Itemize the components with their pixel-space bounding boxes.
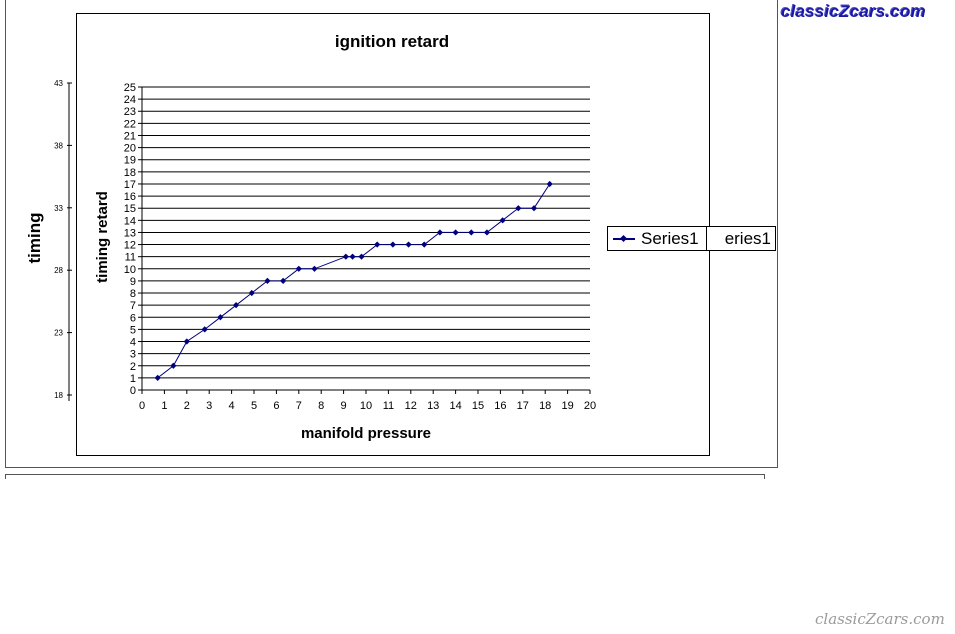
secondary-y-tick-label-43: 43 bbox=[54, 79, 63, 88]
gridlines bbox=[142, 86, 590, 379]
y-tick-label-18: 18 bbox=[124, 167, 136, 179]
series1-point-22 bbox=[499, 217, 506, 224]
secondary-y-tick-label-38: 38 bbox=[54, 141, 63, 150]
watermark-top: classicZcars.com bbox=[781, 2, 926, 21]
y-tick-label-7: 7 bbox=[130, 300, 136, 312]
secondary-y-tick-label-23: 23 bbox=[54, 329, 63, 338]
series1-point-12 bbox=[349, 253, 356, 260]
y-tick-label-11: 11 bbox=[125, 252, 136, 264]
x-tick-label-0: 0 bbox=[139, 400, 145, 412]
series1-point-13 bbox=[358, 253, 365, 260]
secondary-y-tick-label-18: 18 bbox=[54, 391, 63, 400]
x-tick-label-8: 8 bbox=[318, 400, 324, 412]
watermark-bottom: classicZcars.com bbox=[815, 610, 945, 628]
y-tick-label-8: 8 bbox=[130, 288, 136, 300]
y-tick-label-2: 2 bbox=[130, 361, 136, 373]
y-tick-label-25: 25 bbox=[124, 82, 136, 94]
x-tick-label-17: 17 bbox=[517, 400, 529, 412]
series1-point-2 bbox=[183, 338, 190, 345]
y-tick-label-12: 12 bbox=[124, 240, 136, 252]
x-tick-label-11: 11 bbox=[383, 400, 394, 412]
y-tick-label-10: 10 bbox=[124, 264, 136, 276]
legend-series1-marker-icon bbox=[613, 238, 635, 240]
x-tick-label-19: 19 bbox=[561, 400, 573, 412]
x-tick-label-5: 5 bbox=[251, 400, 257, 412]
y-tick-label-9: 9 bbox=[130, 276, 136, 288]
legend-ghost-box: eries1 bbox=[700, 226, 776, 251]
y-tick-label-24: 24 bbox=[124, 94, 136, 106]
x-tick-label-4: 4 bbox=[229, 400, 235, 412]
y-tick-label-6: 6 bbox=[130, 312, 136, 324]
y-tick-label-16: 16 bbox=[124, 191, 136, 203]
x-tick-label-14: 14 bbox=[449, 400, 461, 412]
x-tick-label-10: 10 bbox=[360, 400, 372, 412]
y-tick-label-5: 5 bbox=[130, 324, 136, 336]
series1-point-16 bbox=[405, 241, 412, 248]
y-tick-label-17: 17 bbox=[124, 179, 136, 191]
y-tick-label-19: 19 bbox=[124, 155, 136, 167]
y-tick-label-21: 21 bbox=[124, 130, 136, 142]
secondary-y-tick-labels: 18 23 28 33 38 43 bbox=[54, 79, 72, 401]
x-tick-labels: 0 1 2 3 4 5 6 7 8 9 10 11 12 13 14 15 16 17 18 19 20 bbox=[139, 400, 596, 412]
x-tick-label-6: 6 bbox=[273, 400, 279, 412]
x-tick-label-2: 2 bbox=[184, 400, 190, 412]
y-tick-label-0: 0 bbox=[130, 385, 136, 397]
y-tick-label-15: 15 bbox=[124, 203, 136, 215]
secondary-y-axis-label: timing bbox=[25, 213, 44, 264]
y-tick-label-14: 14 bbox=[124, 215, 136, 227]
series1-point-9 bbox=[295, 265, 302, 272]
y-tick-label-22: 22 bbox=[124, 118, 136, 130]
legend-series1-label: Series1 bbox=[641, 229, 699, 248]
x-tick-label-15: 15 bbox=[472, 400, 484, 412]
x-tick-label-9: 9 bbox=[341, 400, 347, 412]
x-tick-label-18: 18 bbox=[539, 400, 551, 412]
y-tick-label-4: 4 bbox=[130, 337, 136, 349]
x-tick-label-3: 3 bbox=[206, 400, 212, 412]
series1-point-11 bbox=[342, 253, 349, 260]
bottom-rule-right-tick bbox=[764, 474, 765, 479]
legend: Series1 bbox=[607, 226, 707, 251]
x-tick-label-12: 12 bbox=[405, 400, 417, 412]
series1-point-8 bbox=[280, 277, 287, 285]
y-tick-label-1: 1 bbox=[130, 373, 136, 385]
y-tick-labels: 0123456789101112131415161718192021222324… bbox=[124, 82, 136, 397]
series1-point-15 bbox=[389, 241, 396, 248]
x-tick-label-7: 7 bbox=[296, 400, 302, 412]
series1-point-10 bbox=[311, 265, 318, 272]
series1-point-25 bbox=[546, 180, 553, 188]
x-tick-label-16: 16 bbox=[494, 400, 506, 412]
outer-chart-frame bbox=[5, 0, 778, 468]
secondary-y-tick-label-28: 28 bbox=[54, 266, 63, 275]
x-tick-label-13: 13 bbox=[427, 400, 439, 412]
bottom-rule-left-tick bbox=[5, 474, 6, 479]
x-tick-label-20: 20 bbox=[584, 400, 596, 412]
secondary-y-tick-label-33: 33 bbox=[54, 204, 63, 213]
series1-point-24 bbox=[530, 205, 538, 212]
y-axis-label: timing retard bbox=[94, 191, 111, 283]
legend-ghost-label: eries1 bbox=[724, 229, 771, 248]
bottom-rule bbox=[5, 474, 765, 475]
y-tick-label-20: 20 bbox=[124, 143, 136, 155]
series1-point-19 bbox=[452, 229, 459, 236]
chart-title: ignition retard bbox=[335, 32, 449, 51]
x-axis-label: manifold pressure bbox=[301, 425, 431, 442]
y-tick-label-23: 23 bbox=[124, 106, 136, 118]
x-tick-label-1: 1 bbox=[161, 400, 167, 412]
axes bbox=[138, 86, 591, 394]
series1-point-20 bbox=[468, 229, 475, 236]
series1-point-7 bbox=[264, 277, 271, 285]
y-tick-label-13: 13 bbox=[124, 227, 136, 239]
y-tick-label-3: 3 bbox=[130, 349, 136, 361]
